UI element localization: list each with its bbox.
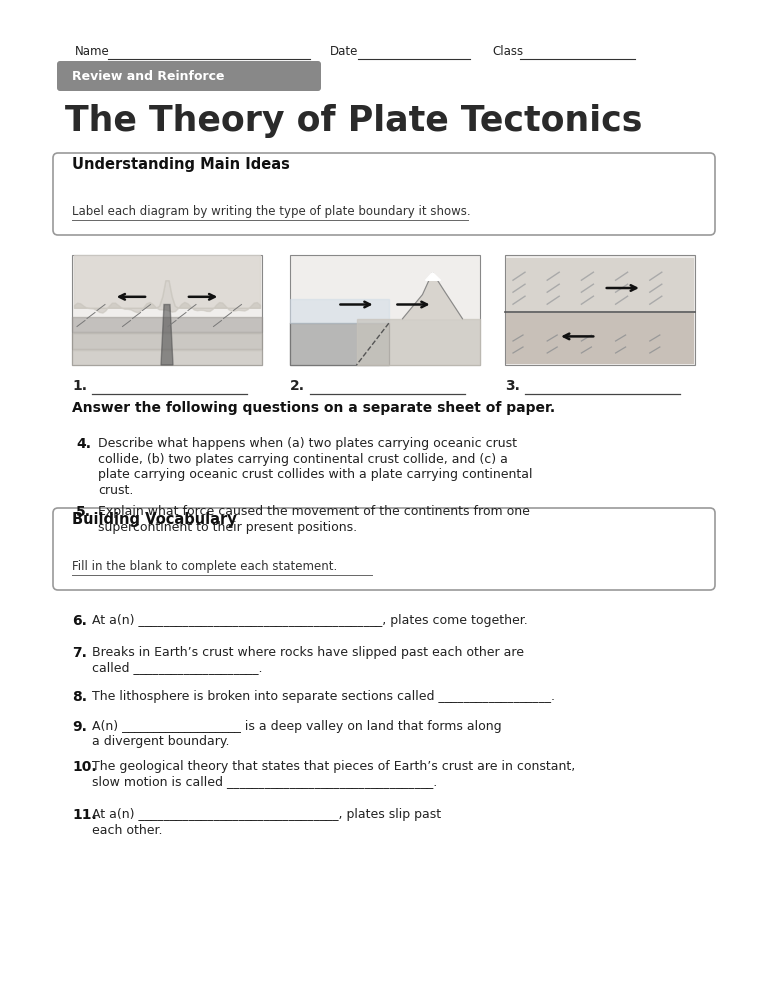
Text: 9.: 9. (72, 720, 87, 734)
Text: Building Vocabulary: Building Vocabulary (72, 512, 237, 527)
Text: Name: Name (75, 45, 110, 58)
Polygon shape (402, 272, 462, 319)
Text: A(n) ___________________ is a deep valley on land that forms along: A(n) ___________________ is a deep valle… (92, 720, 502, 733)
Text: plate carrying oceanic crust collides with a plate carrying continental: plate carrying oceanic crust collides wi… (98, 468, 532, 481)
Text: Breaks in Earth’s crust where rocks have slipped past each other are: Breaks in Earth’s crust where rocks have… (92, 646, 524, 659)
Text: Explain what force caused the movement of the continents from one: Explain what force caused the movement o… (98, 505, 530, 518)
Text: Answer the following questions on a separate sheet of paper.: Answer the following questions on a sepa… (72, 401, 555, 415)
Polygon shape (290, 299, 389, 323)
Polygon shape (290, 323, 389, 365)
Text: 7.: 7. (72, 646, 87, 660)
Polygon shape (356, 319, 480, 365)
Text: Understanding Main Ideas: Understanding Main Ideas (72, 157, 290, 172)
Bar (506, 258, 694, 311)
FancyBboxPatch shape (53, 153, 715, 235)
Text: called ____________________.: called ____________________. (92, 661, 263, 675)
Text: The Theory of Plate Tectonics: The Theory of Plate Tectonics (65, 104, 642, 138)
Text: each other.: each other. (92, 823, 163, 837)
Text: The lithosphere is broken into separate sections called __________________.: The lithosphere is broken into separate … (92, 690, 555, 703)
Text: Describe what happens when (a) two plates carrying oceanic crust: Describe what happens when (a) two plate… (98, 437, 517, 450)
Text: Review and Reinforce: Review and Reinforce (72, 70, 224, 83)
Text: 5.: 5. (76, 505, 91, 519)
FancyBboxPatch shape (57, 61, 321, 91)
Text: 10.: 10. (72, 760, 97, 774)
Bar (290, 255, 480, 365)
Polygon shape (161, 304, 173, 365)
Text: Date: Date (330, 45, 359, 58)
Text: Class: Class (492, 45, 523, 58)
Text: At a(n) _______________________________________, plates come together.: At a(n) ________________________________… (92, 614, 528, 627)
Bar (506, 313, 694, 364)
Polygon shape (425, 272, 441, 280)
Text: 11.: 11. (72, 808, 97, 822)
Text: Label each diagram by writing the type of plate boundary it shows.: Label each diagram by writing the type o… (72, 205, 471, 218)
Text: 3.: 3. (505, 379, 520, 393)
Text: Fill in the blank to complete each statement.: Fill in the blank to complete each state… (72, 560, 337, 573)
Text: 4.: 4. (76, 437, 91, 451)
Text: crust.: crust. (98, 483, 134, 496)
Text: 6.: 6. (72, 614, 87, 628)
Text: 8.: 8. (72, 690, 87, 704)
Text: At a(n) ________________________________, plates slip past: At a(n) ________________________________… (92, 808, 441, 821)
Text: The geological theory that states that pieces of Earth’s crust are in constant,: The geological theory that states that p… (92, 760, 575, 773)
Bar (505, 255, 695, 365)
Text: a divergent boundary.: a divergent boundary. (92, 736, 230, 748)
Text: slow motion is called _________________________________.: slow motion is called __________________… (92, 775, 437, 788)
Text: collide, (b) two plates carrying continental crust collide, and (c) a: collide, (b) two plates carrying contine… (98, 452, 508, 465)
Text: 2.: 2. (290, 379, 305, 393)
Text: supercontinent to their present positions.: supercontinent to their present position… (98, 521, 357, 534)
FancyBboxPatch shape (53, 508, 715, 590)
Text: 1.: 1. (72, 379, 87, 393)
Bar (72, 255, 262, 365)
